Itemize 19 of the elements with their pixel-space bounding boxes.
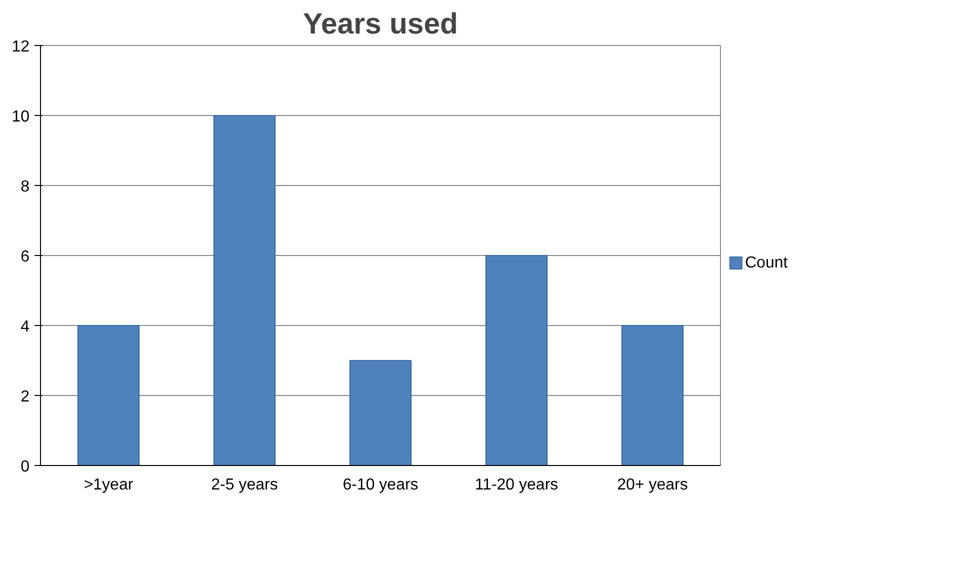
bar <box>77 325 140 466</box>
legend-label: Count <box>745 254 788 272</box>
x-tick-label: 11-20 years <box>474 476 558 494</box>
chart-title: Years used <box>303 8 458 40</box>
y-tick-label: 0 <box>20 458 30 476</box>
x-tick-label: 6-10 years <box>342 476 418 494</box>
y-tick-label: 8 <box>20 178 30 196</box>
y-tick-label: 6 <box>20 248 30 266</box>
y-tick-label: 4 <box>20 318 30 336</box>
bar <box>213 115 276 466</box>
y-tick-label: 12 <box>12 38 30 56</box>
x-tick-label: 2-5 years <box>211 476 278 494</box>
bar <box>485 255 548 466</box>
x-tick-label: >1year <box>84 476 134 494</box>
y-tick-label: 10 <box>12 108 30 126</box>
bar <box>349 360 412 466</box>
bar <box>621 325 684 466</box>
y-tick-label: 2 <box>20 388 30 406</box>
x-tick-label: 20+ years <box>617 476 688 494</box>
